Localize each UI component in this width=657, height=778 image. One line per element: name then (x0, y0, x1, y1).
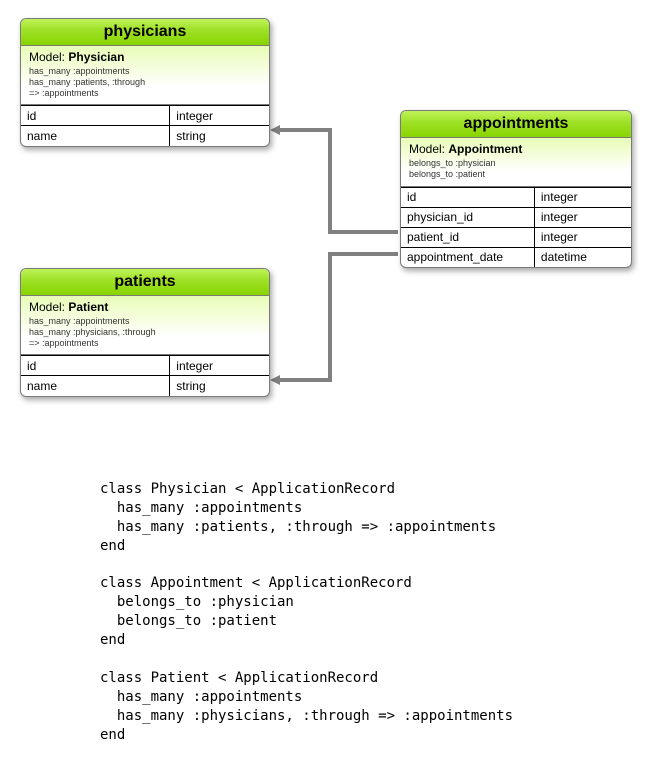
field-row: physician_idinteger (401, 207, 631, 227)
entity-title: physicians (21, 19, 269, 46)
field-row: namestring (21, 126, 269, 146)
field-row: appointment_datedatetime (401, 247, 631, 267)
field-row: idinteger (21, 356, 269, 376)
field-row: idinteger (21, 106, 269, 126)
entity-physicians: physicians Model: Physician has_many :ap… (20, 18, 270, 147)
entity-patients: patients Model: Patient has_many :appoin… (20, 268, 270, 397)
fields-table: idinteger namestring (21, 105, 269, 146)
field-row: namestring (21, 376, 269, 396)
edge-appointments-patients (278, 254, 398, 380)
entity-meta: Model: Physician has_many :appointments … (21, 46, 269, 105)
code-block: class Physician < ApplicationRecord has_… (100, 480, 513, 744)
field-row: idinteger (401, 187, 631, 207)
fields-table: idinteger namestring (21, 355, 269, 396)
entity-title: patients (21, 269, 269, 296)
entity-meta: Model: Patient has_many :appointments ha… (21, 296, 269, 355)
fields-table: idinteger physician_idinteger patient_id… (401, 187, 631, 268)
entity-appointments: appointments Model: Appointment belongs_… (400, 110, 632, 268)
edge-appointments-physicians (278, 130, 398, 232)
diagram-canvas: physicians Model: Physician has_many :ap… (0, 0, 657, 778)
field-row: patient_idinteger (401, 227, 631, 247)
entity-meta: Model: Appointment belongs_to :physician… (401, 138, 631, 187)
entity-title: appointments (401, 111, 631, 138)
